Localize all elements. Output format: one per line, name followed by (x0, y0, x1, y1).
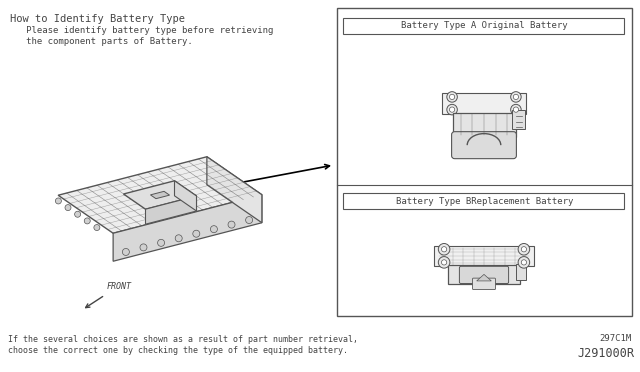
Circle shape (228, 221, 235, 228)
Circle shape (193, 230, 200, 237)
Circle shape (442, 247, 447, 252)
Circle shape (447, 92, 458, 102)
Polygon shape (113, 195, 262, 261)
FancyBboxPatch shape (460, 266, 509, 283)
FancyBboxPatch shape (452, 132, 516, 159)
Bar (343, 18, 624, 34)
Polygon shape (145, 196, 196, 224)
Circle shape (246, 217, 253, 224)
Circle shape (513, 94, 518, 100)
Bar (337, 8, 632, 316)
Bar (515, 264, 526, 280)
Text: Battery Type A Original Battery: Battery Type A Original Battery (401, 22, 568, 31)
Circle shape (511, 105, 521, 115)
Polygon shape (150, 191, 170, 199)
Circle shape (122, 248, 129, 256)
Polygon shape (207, 157, 262, 223)
Text: How to Identify Battery Type: How to Identify Battery Type (10, 14, 185, 24)
Polygon shape (442, 93, 526, 114)
Text: FRONT: FRONT (107, 282, 132, 291)
Polygon shape (175, 181, 196, 211)
Circle shape (449, 107, 454, 112)
FancyBboxPatch shape (472, 278, 495, 289)
Polygon shape (448, 264, 520, 284)
Circle shape (211, 226, 218, 232)
Circle shape (65, 205, 71, 211)
Text: 297C1M: 297C1M (600, 334, 632, 343)
Circle shape (56, 198, 61, 204)
Text: the component parts of Battery.: the component parts of Battery. (10, 37, 193, 46)
Circle shape (75, 211, 81, 217)
Circle shape (447, 105, 458, 115)
Text: Battery Type BReplacement Battery: Battery Type BReplacement Battery (396, 196, 573, 205)
Circle shape (140, 244, 147, 251)
Circle shape (438, 257, 450, 268)
Circle shape (84, 218, 90, 224)
Circle shape (442, 260, 447, 265)
Polygon shape (477, 275, 492, 281)
Circle shape (518, 244, 530, 255)
Circle shape (94, 225, 100, 231)
Text: If the several choices are shown as a result of part number retrieval,: If the several choices are shown as a re… (8, 335, 358, 344)
Circle shape (449, 94, 454, 100)
Polygon shape (434, 246, 534, 266)
Bar (343, 193, 624, 209)
Polygon shape (58, 157, 262, 233)
Circle shape (513, 107, 518, 112)
Circle shape (175, 235, 182, 242)
Circle shape (518, 257, 530, 268)
Text: Please identify battery type before retrieving: Please identify battery type before retr… (10, 26, 273, 35)
Polygon shape (124, 181, 196, 209)
Circle shape (157, 239, 164, 246)
Bar (513, 110, 525, 129)
Circle shape (521, 260, 527, 265)
Circle shape (521, 247, 527, 252)
Text: choose the correct one by checking the type of the equipped battery.: choose the correct one by checking the t… (8, 346, 348, 355)
Circle shape (511, 92, 521, 102)
Text: J291000R: J291000R (577, 347, 634, 360)
Circle shape (438, 244, 450, 255)
Polygon shape (452, 112, 515, 137)
